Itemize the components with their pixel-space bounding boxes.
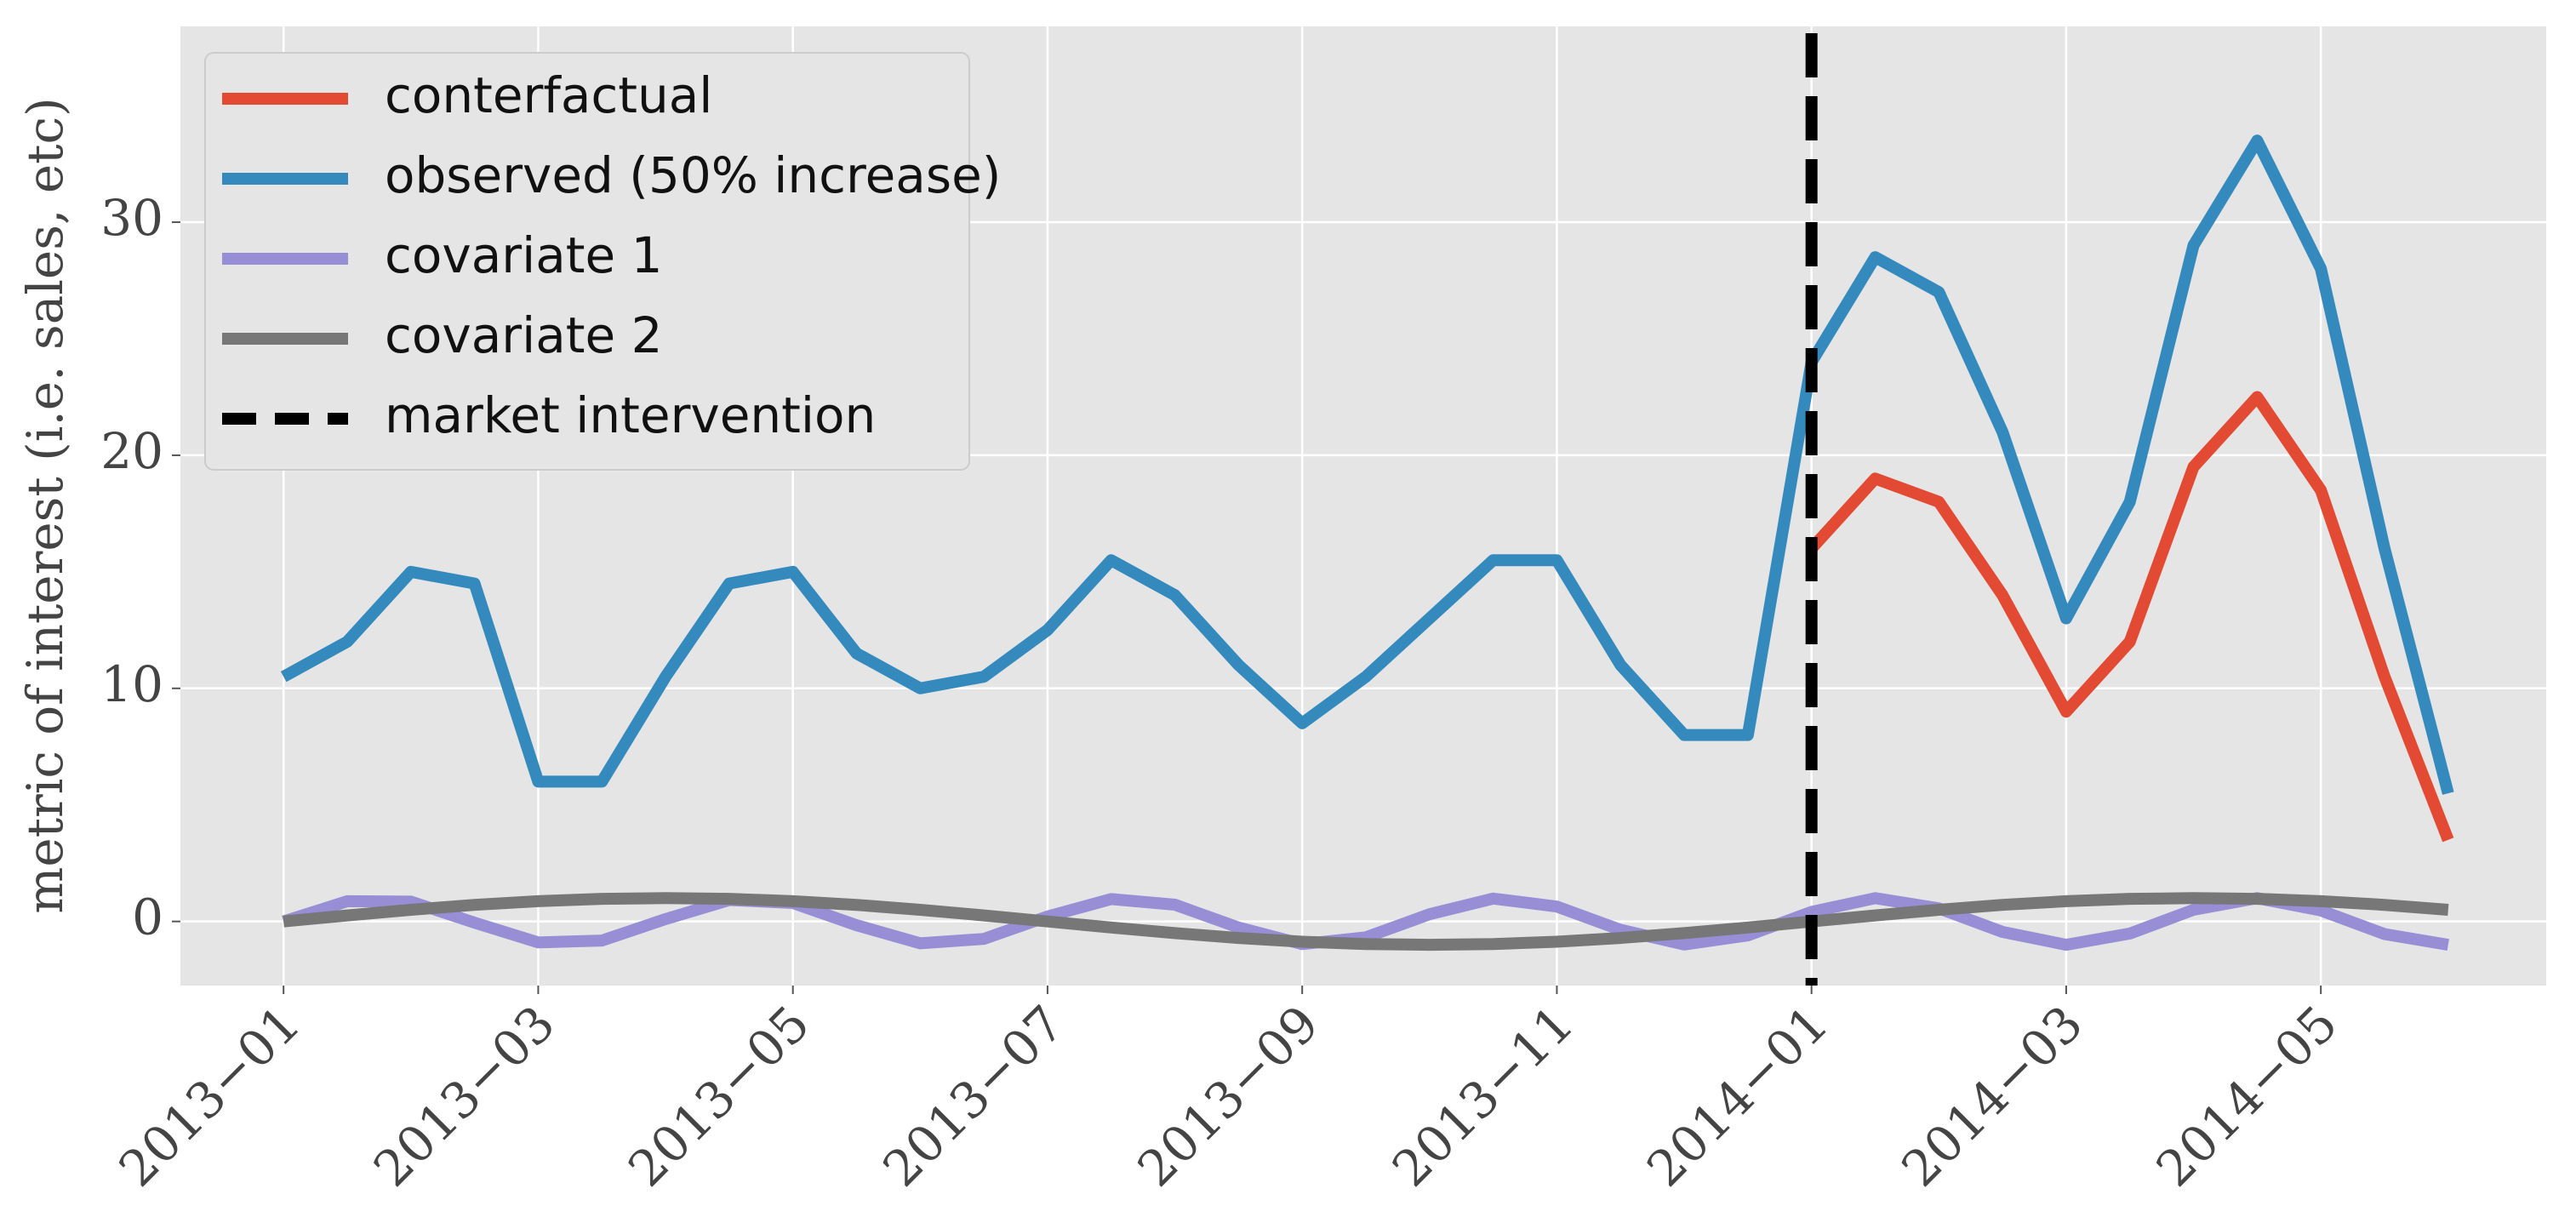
legend-label: covariate 1 (385, 226, 663, 284)
x-tick-label: 2013−11 (1381, 994, 1585, 1197)
y-tick-label: 10 (100, 655, 163, 713)
legend-label: observed (50% increase) (385, 146, 1001, 204)
x-tick-label: 2014−01 (1636, 994, 1839, 1197)
y-tick-label: 0 (132, 889, 163, 946)
x-tick-label: 2013−05 (617, 994, 820, 1197)
legend: conterfactual observed (50% increase) cova… (204, 52, 1001, 471)
legend-box (204, 52, 970, 471)
legend-label: conterfactual (385, 66, 712, 124)
x-tick-label: 2014−05 (2145, 994, 2349, 1197)
y-tick-label: 30 (100, 189, 163, 247)
series-line (1807, 391, 2454, 843)
y-axis-label: metric of interest (i.e. sales, etc) (16, 97, 74, 913)
x-tick-label: 2013−03 (363, 994, 566, 1197)
x-tick-label: 2013−01 (108, 994, 311, 1197)
series-line (280, 134, 2454, 795)
series-line (283, 892, 2449, 952)
x-tick-label: 2014−03 (1890, 994, 2093, 1197)
series-line (282, 892, 2449, 952)
x-tick-label: 2013−09 (1127, 994, 1330, 1197)
y-tick-label: 20 (100, 422, 163, 480)
legend-label: market intervention (385, 386, 876, 444)
legend-label: covariate 2 (385, 306, 663, 364)
x-tick-label: 2013−07 (871, 994, 1075, 1197)
